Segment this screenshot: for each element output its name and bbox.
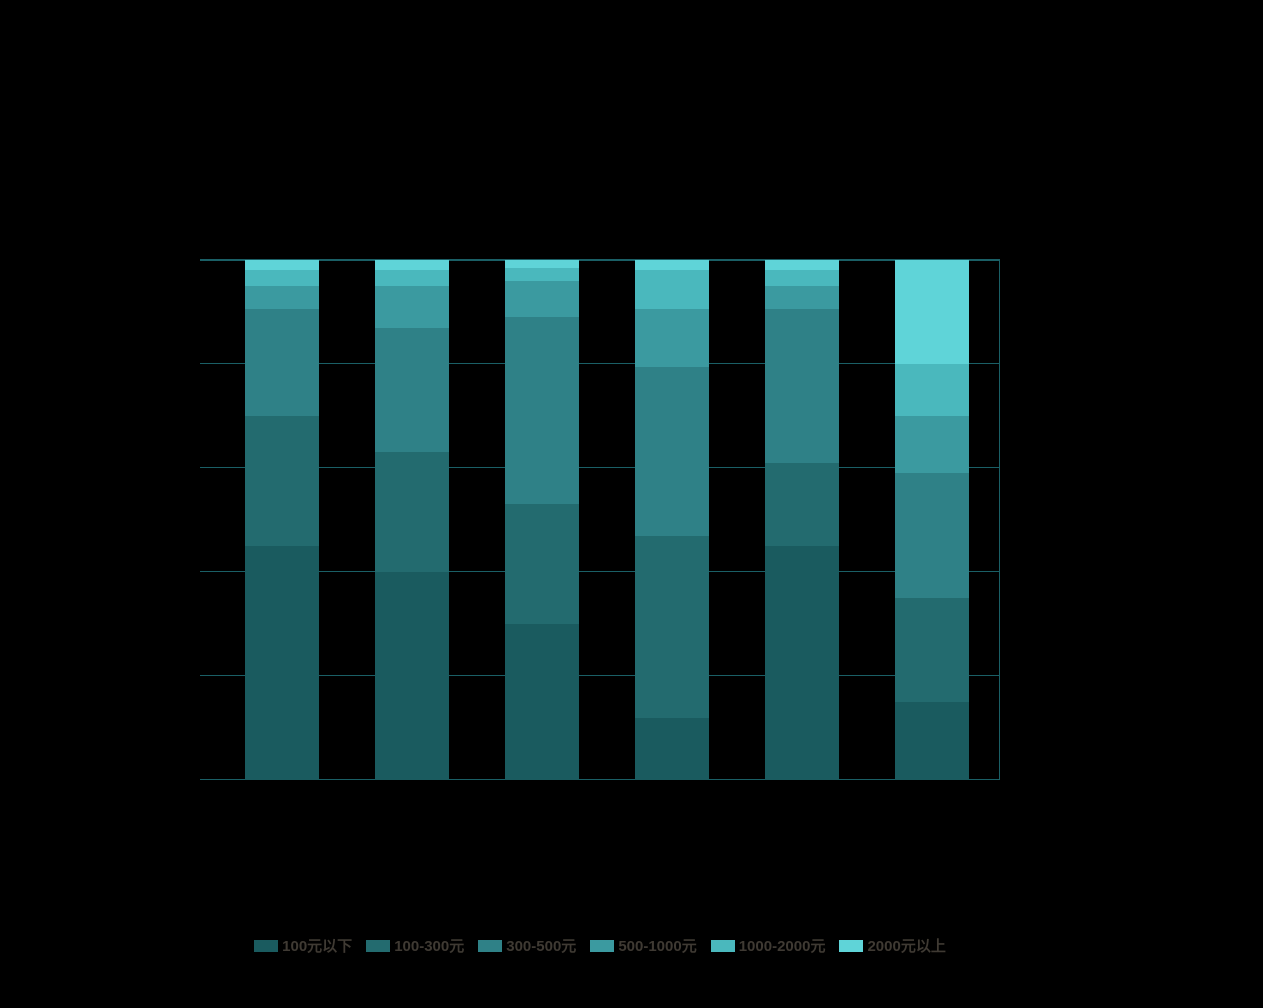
gridline [200,467,1000,468]
legend-swatch [478,940,502,952]
legend-label: 2000元以上 [867,935,945,956]
bar-segment-under_100 [505,624,579,780]
bar-segment-r100_300 [505,504,579,624]
bar-segment-r300_500 [245,309,319,416]
legend-label: 100-300元 [394,935,464,956]
bar-segment-r300_500 [375,328,449,453]
gridline [200,363,1000,364]
bar-segment-r500_1000 [245,286,319,309]
bar-segment-r300_500 [505,317,579,504]
legend-item-over_2000: 2000元以上 [839,935,945,956]
legend-label: 500-1000元 [618,935,696,956]
bar-segment-r500_1000 [635,309,709,366]
bar-segment-under_100 [635,718,709,780]
bar-segment-r1000_2000 [635,270,709,309]
bar-segment-over_2000 [375,260,449,270]
bar-segment-under_100 [375,572,449,780]
bar-segment-under_100 [895,702,969,780]
legend-item-r1000_2000: 1000-2000元 [711,935,826,956]
bar-segment-r100_300 [895,598,969,702]
chart-legend: 100元以下 100-300元 300-500元 500-1000元 1000-2000… [200,935,1000,956]
legend-label: 1000-2000元 [739,935,826,956]
bar-segment-r300_500 [765,309,839,462]
legend-swatch [839,940,863,952]
legend-swatch [366,940,390,952]
bar-segment-r1000_2000 [895,364,969,416]
plot-area [200,260,1000,780]
bar-segment-over_2000 [245,260,319,270]
gridline [200,675,1000,676]
bar-segment-over_2000 [765,260,839,270]
gridline [200,779,1000,780]
bar-segment-r100_300 [635,536,709,718]
bar-segment-r300_500 [895,473,969,598]
bar-segment-over_2000 [895,260,969,364]
bar-segment-r500_1000 [765,286,839,309]
legend-item-r300_500: 300-500元 [478,935,576,956]
bar-segment-over_2000 [505,260,579,268]
legend-swatch [254,940,278,952]
bar-segment-under_100 [765,546,839,780]
legend-swatch [711,940,735,952]
legend-item-r500_1000: 500-1000元 [590,935,696,956]
gridline [200,571,1000,572]
bar-segment-r100_300 [765,463,839,546]
bar-segment-r1000_2000 [245,270,319,286]
bar-segment-over_2000 [635,260,709,270]
bar-segment-r1000_2000 [765,270,839,286]
stacked-bar-chart [200,260,1000,780]
legend-label: 100元以下 [282,935,352,956]
bar-segment-r1000_2000 [375,270,449,286]
legend-swatch [590,940,614,952]
bar-segment-r300_500 [635,367,709,536]
legend-item-under_100: 100元以下 [254,935,352,956]
bar-segment-r1000_2000 [505,268,579,281]
bar-segment-r500_1000 [895,416,969,473]
bar-segment-r500_1000 [375,286,449,328]
legend-label: 300-500元 [506,935,576,956]
bar-segment-r100_300 [245,416,319,546]
bar-segment-under_100 [245,546,319,780]
bar-segment-r100_300 [375,452,449,572]
bar-segment-r500_1000 [505,281,579,317]
legend-item-r100_300: 100-300元 [366,935,464,956]
gridline [200,259,1000,260]
